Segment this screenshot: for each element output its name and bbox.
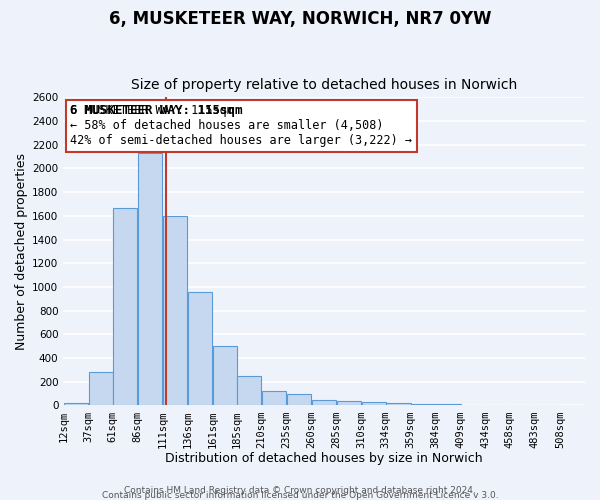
Bar (64, 403, 88, 406)
Bar (337, 400, 361, 406)
Text: 6 MUSKETEER WAY: 115sqm
← 58% of detached houses are smaller (4,508)
42% of semi: 6 MUSKETEER WAY: 115sqm ← 58% of detache… (70, 104, 412, 148)
X-axis label: Distribution of detached houses by size in Norwich: Distribution of detached houses by size … (166, 452, 483, 465)
Bar (362, 402, 386, 406)
Bar (89, 372, 113, 406)
Bar (137, 153, 162, 406)
Bar (163, 216, 187, 406)
Text: 6, MUSKETEER WAY, NORWICH, NR7 0YW: 6, MUSKETEER WAY, NORWICH, NR7 0YW (109, 10, 491, 28)
Bar (237, 376, 262, 406)
Bar (461, 405, 485, 406)
Title: Size of property relative to detached houses in Norwich: Size of property relative to detached ho… (131, 78, 517, 92)
Bar (486, 405, 511, 406)
Bar (262, 392, 286, 406)
Bar (535, 405, 560, 406)
Bar (188, 292, 212, 406)
Bar (287, 394, 311, 406)
Text: Contains HM Land Registry data © Crown copyright and database right 2024.: Contains HM Land Registry data © Crown c… (124, 486, 476, 495)
Bar (213, 346, 237, 406)
Bar (510, 405, 535, 406)
Text: Contains public sector information licensed under the Open Government Licence v : Contains public sector information licen… (101, 491, 499, 500)
Text: 6 MUSKETEER WAY: 115sqm: 6 MUSKETEER WAY: 115sqm (70, 104, 243, 118)
Y-axis label: Number of detached properties: Number of detached properties (15, 153, 28, 350)
Bar (436, 404, 461, 406)
Bar (113, 208, 137, 406)
Bar (386, 403, 410, 406)
Bar (411, 404, 436, 406)
Bar (312, 400, 337, 406)
